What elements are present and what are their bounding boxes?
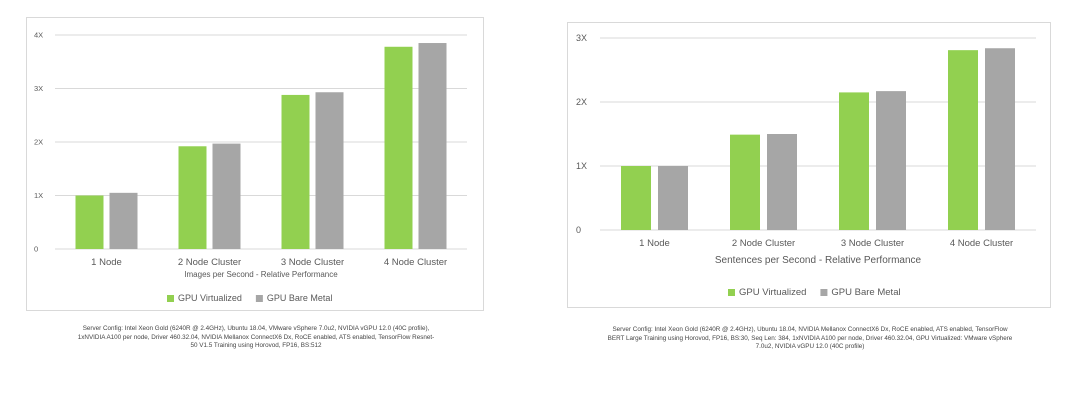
y-tick-label: 3X — [34, 84, 43, 93]
chart-sentences-per-second: 0 1X 2X 3X 1 Node 2 Node Cluster 3 Node Cluste… — [576, 33, 1036, 298]
y-tick-label: 2X — [34, 138, 43, 147]
caption-line: BERT Large Training using Horovod, FP16,… — [607, 334, 1013, 342]
y-tick-label: 4X — [34, 31, 43, 40]
caption-line: 50 V1.5 Training using Horovod, FP16, BS… — [190, 342, 322, 349]
server-config-caption-right: Server Config: Intel Xeon Gold (6240R @ … — [575, 326, 1045, 352]
caption-line: 7.0u2, NVIDIA vGPU 12.0 (40C profile) — [755, 343, 865, 350]
y-tick-label: 2X — [576, 97, 587, 107]
y-tick-label: 1X — [34, 191, 43, 200]
bar-gpu-bare-metal — [985, 48, 1015, 231]
bar-gpu-bare-metal — [212, 143, 241, 249]
bar-gpu-virtualized — [178, 146, 207, 249]
bar-gpu-bare-metal — [658, 166, 688, 230]
y-tick-label: 0 — [576, 225, 581, 235]
bar-gpu-bare-metal — [418, 43, 447, 250]
x-tick-label: 1 Node — [639, 238, 670, 249]
chart-panel-images: 0 1X 2X 3X 4X 1 Node 2 Node Cluster 3 Node Clus… — [26, 17, 484, 311]
x-tick-label: 2 Node Cluster — [178, 257, 241, 268]
legend-swatch — [255, 295, 263, 302]
y-tick-label: 3X — [576, 33, 587, 43]
caption-line: Server Config: Intel Xeon Gold (6240R @ … — [82, 325, 430, 332]
bar-gpu-bare-metal — [767, 134, 797, 230]
x-tick-label: 1 Node — [91, 257, 122, 268]
x-tick-label: 3 Node Cluster — [841, 238, 904, 249]
server-config-caption-left: Server Config: Intel Xeon Gold (6240R @ … — [40, 325, 472, 351]
x-tick-label: 3 Node Cluster — [281, 257, 344, 268]
x-tick-label: 4 Node Cluster — [950, 238, 1013, 249]
x-axis-label: Sentences per Second - Relative Performa… — [715, 255, 922, 266]
x-axis-label: Images per Second - Relative Performance — [184, 270, 338, 279]
bar-gpu-virtualized — [384, 46, 413, 249]
bar-gpu-virtualized — [730, 134, 760, 230]
x-tick-label: 4 Node Cluster — [384, 257, 447, 268]
bar-gpu-virtualized — [75, 195, 104, 249]
caption-line: 1xNVIDIA A100 per node, Driver 460.32.04… — [77, 333, 435, 341]
chart-images-per-second: 0 1X 2X 3X 4X 1 Node 2 Node Cluster 3 Node Clus… — [34, 31, 467, 303]
bar-gpu-virtualized — [621, 166, 651, 230]
legend-label: GPU Bare Metal — [831, 287, 900, 298]
bar-gpu-virtualized — [281, 94, 310, 249]
legend-label: GPU Virtualized — [178, 293, 242, 303]
bar-gpu-virtualized — [948, 50, 978, 230]
x-tick-label: 2 Node Cluster — [732, 238, 795, 249]
y-tick-label: 0 — [34, 245, 38, 254]
bar-gpu-bare-metal — [315, 92, 344, 250]
legend-label: GPU Bare Metal — [267, 293, 333, 303]
legend-swatch — [167, 295, 174, 302]
legend-label: GPU Virtualized — [739, 287, 806, 298]
bar-gpu-bare-metal — [109, 192, 138, 249]
bar-gpu-bare-metal — [876, 91, 906, 231]
caption-line: Server Config: Intel Xeon Gold (6240R @ … — [612, 326, 1008, 333]
chart-panel-sentences: 0 1X 2X 3X 1 Node 2 Node Cluster 3 Node Cluste… — [567, 22, 1051, 308]
legend-swatch — [728, 289, 735, 296]
legend-swatch — [820, 289, 828, 296]
y-tick-label: 1X — [576, 161, 587, 171]
bar-gpu-virtualized — [839, 92, 869, 231]
